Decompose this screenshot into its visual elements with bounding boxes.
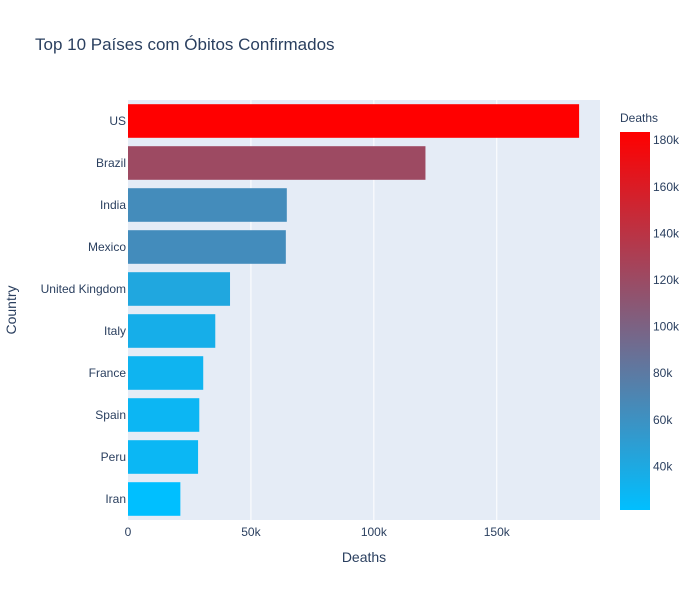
y-tick-label: US xyxy=(109,114,126,128)
colorbar-tick-label: 160k xyxy=(653,180,680,194)
colorbar-tick-label: 140k xyxy=(653,226,680,240)
x-tick-label: 100k xyxy=(361,525,388,539)
colorbar-tick-label: 100k xyxy=(653,320,680,334)
bar-us[interactable] xyxy=(128,104,580,138)
bars xyxy=(128,104,580,516)
chart-title: Top 10 Países com Óbitos Confirmados xyxy=(35,35,335,54)
bar-peru[interactable] xyxy=(128,440,199,474)
y-tick-label: Iran xyxy=(105,492,126,506)
colorbar xyxy=(620,132,650,510)
bar-india[interactable] xyxy=(128,188,287,222)
x-tick-label: 150k xyxy=(484,525,511,539)
y-tick-label: India xyxy=(100,198,126,212)
x-tick-label: 50k xyxy=(241,525,261,539)
y-tick-label: Italy xyxy=(104,324,126,338)
y-axis-title: Country xyxy=(3,285,19,334)
y-tick-label: Brazil xyxy=(96,156,126,170)
y-tick-label: Mexico xyxy=(88,240,126,254)
x-axis-ticks: 0 50k 100k 150k xyxy=(125,525,511,539)
colorbar-title: Deaths xyxy=(620,111,658,125)
colorbar-tick-label: 180k xyxy=(653,133,680,147)
bar-france[interactable] xyxy=(128,356,204,390)
x-tick-label: 0 xyxy=(125,525,132,539)
y-tick-label: United Kingdom xyxy=(41,282,126,296)
x-axis-title: Deaths xyxy=(342,549,386,565)
bar-united-kingdom[interactable] xyxy=(128,272,231,306)
colorbar-tick-label: 60k xyxy=(653,413,673,427)
y-axis-ticks: US Brazil India Mexico United Kingdom Italy Fr… xyxy=(41,114,127,506)
colorbar-tick-label: 80k xyxy=(653,366,673,380)
bar-italy[interactable] xyxy=(128,314,216,348)
y-tick-label: Peru xyxy=(101,450,126,464)
colorbar-ticks: 40k 60k 80k 100k 120k 140k 160k 180k xyxy=(653,133,680,473)
bar-mexico[interactable] xyxy=(128,230,286,264)
bar-iran[interactable] xyxy=(128,482,181,516)
colorbar-tick-label: 40k xyxy=(653,459,673,473)
bar-brazil[interactable] xyxy=(128,146,426,180)
y-tick-label: Spain xyxy=(95,408,126,422)
y-tick-label: France xyxy=(89,366,127,380)
bar-spain[interactable] xyxy=(128,398,200,432)
colorbar-tick-label: 120k xyxy=(653,273,680,287)
